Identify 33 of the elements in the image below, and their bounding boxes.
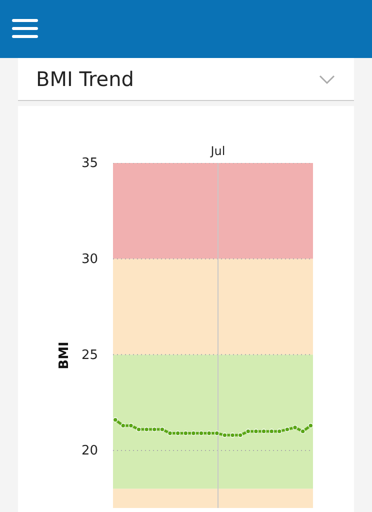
y-tick-label: 25 (81, 348, 98, 363)
point (128, 423, 134, 428)
point (160, 426, 165, 432)
point (238, 432, 243, 438)
point (152, 426, 157, 432)
point (261, 428, 266, 434)
point (214, 430, 220, 436)
point (206, 430, 212, 436)
text: Jul (210, 144, 226, 158)
point (292, 424, 298, 430)
point (190, 430, 196, 436)
point (269, 428, 274, 434)
point (136, 426, 142, 432)
point (175, 430, 180, 436)
point (222, 432, 228, 438)
point (284, 426, 290, 432)
point (198, 430, 204, 436)
point (230, 432, 236, 438)
y-tick-label: 30 (81, 252, 98, 267)
y-tick-label: 20 (81, 444, 98, 459)
point (120, 423, 126, 428)
point (276, 428, 282, 434)
y-tick-label: 35 (81, 156, 98, 172)
point (144, 426, 150, 432)
point (113, 417, 118, 422)
point (246, 428, 251, 434)
point (167, 430, 173, 436)
point (300, 428, 306, 434)
chart-title: BMI Trend (36, 67, 134, 91)
point (183, 430, 188, 436)
y-axis-title: BMI (57, 342, 72, 370)
point (308, 423, 313, 428)
point (253, 428, 259, 434)
